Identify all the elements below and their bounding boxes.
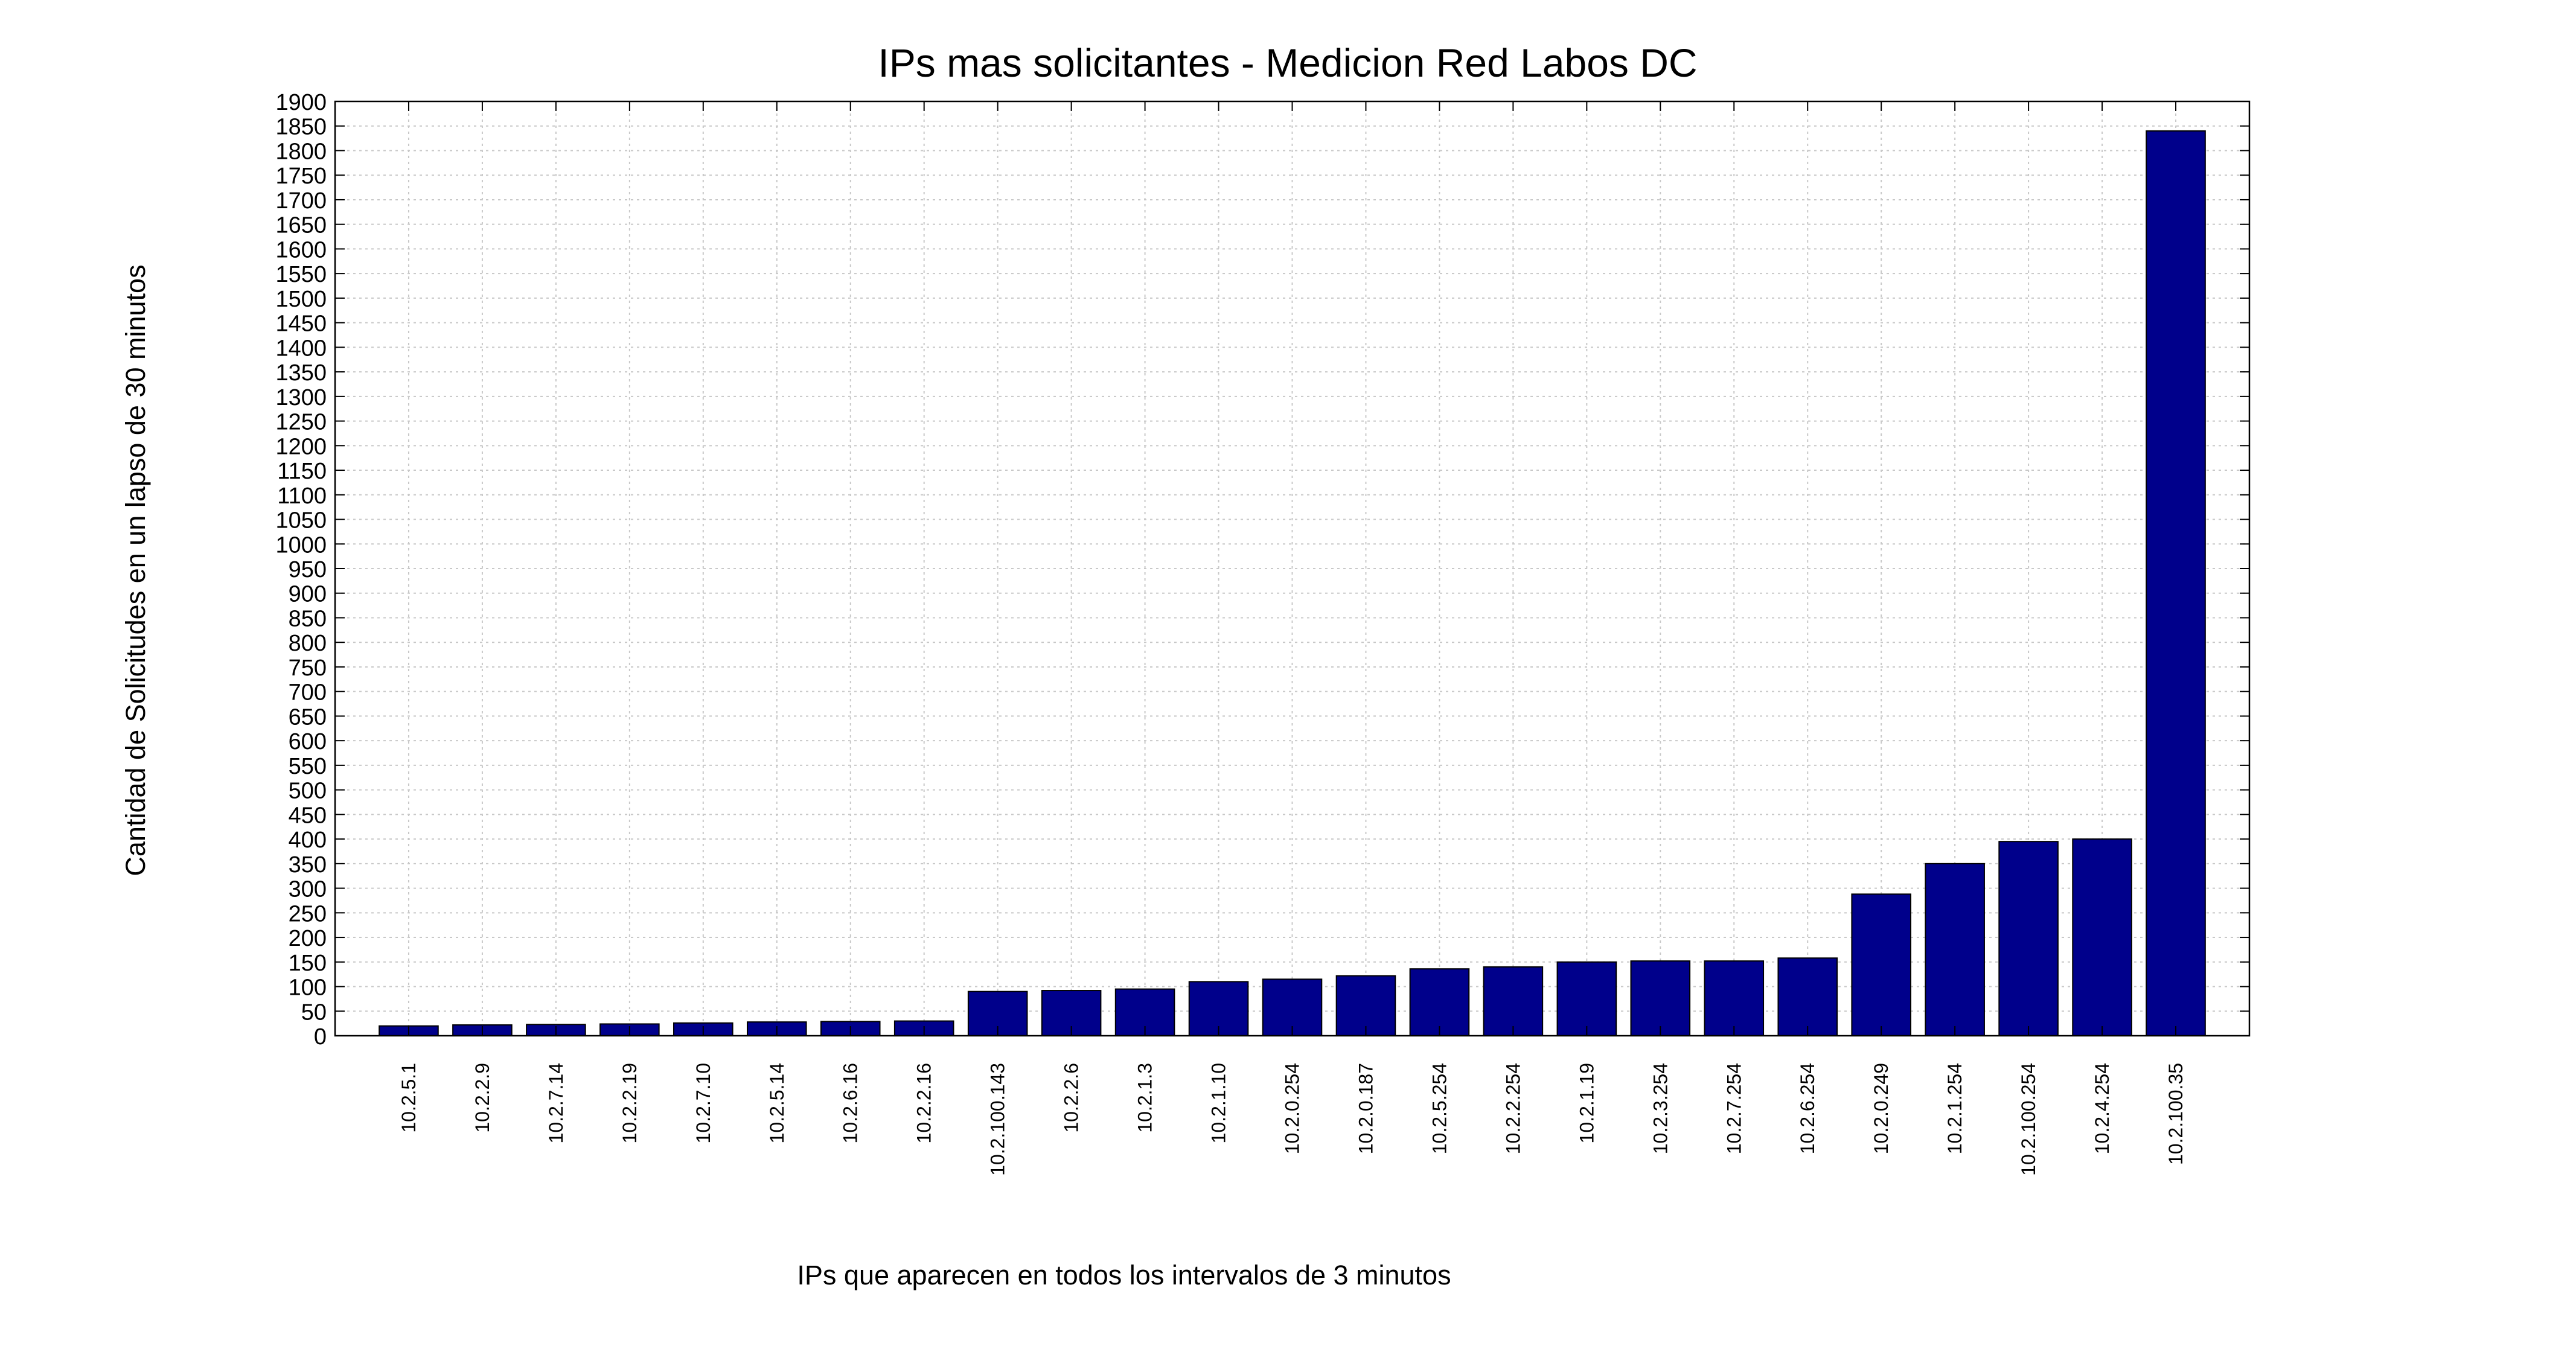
y-tick-label: 1050: [275, 508, 327, 534]
x-tick-label: 10.2.0.187: [1355, 1063, 1376, 1154]
y-tick-label: 1650: [275, 213, 327, 238]
x-tick-label: 10.2.1.254: [1944, 1063, 1966, 1154]
y-tick-label: 850: [289, 606, 327, 631]
y-tick-label: 1850: [275, 115, 327, 140]
bar-10-2-100-35: [2146, 130, 2206, 1037]
x-tick-label: 10.2.2.6: [1061, 1063, 1082, 1133]
y-tick-label: 450: [289, 803, 327, 828]
x-tick-label: 10.2.7.14: [545, 1063, 567, 1143]
x-tick-label: 10.2.3.254: [1649, 1063, 1671, 1154]
x-tick-label: 10.2.2.254: [1502, 1063, 1524, 1154]
y-tick-labels: 0501001502002503003504004505005506006507…: [275, 90, 327, 1050]
x-tick-label: 10.2.0.254: [1282, 1063, 1303, 1154]
x-tick-label: 10.2.1.3: [1134, 1063, 1156, 1133]
x-tick-label: 10.2.100.35: [2165, 1063, 2187, 1165]
y-tick-label: 1550: [275, 262, 327, 287]
x-tick-label: 10.2.1.10: [1208, 1063, 1230, 1143]
bar-10-2-6-254: [1777, 957, 1838, 1037]
bar-10-2-7-254: [1704, 960, 1765, 1037]
bar-10-2-1-19: [1556, 961, 1617, 1036]
y-tick-label: 900: [289, 582, 327, 607]
bar-10-2-3-254: [1630, 960, 1691, 1037]
y-tick-label: 1200: [275, 434, 327, 459]
x-tick-label: 10.2.6.16: [840, 1063, 861, 1143]
x-tick-label: 10.2.1.19: [1576, 1063, 1597, 1143]
axes: [334, 100, 2251, 1037]
x-tick-label: 10.2.5.14: [766, 1063, 788, 1143]
y-tick-label: 600: [289, 729, 327, 754]
y-tick-label: 500: [289, 779, 327, 804]
y-tick-label: 250: [289, 901, 327, 927]
y-tick-label: 1600: [275, 237, 327, 263]
y-tick-label: 700: [289, 680, 327, 706]
x-tick-label: 10.2.0.249: [1870, 1063, 1892, 1154]
x-axis-label: IPs que aparecen en todos los intervalos…: [797, 1260, 1451, 1290]
y-tick-label: 200: [289, 926, 327, 951]
y-tick-label: 0: [314, 1024, 327, 1050]
x-tick-label: 10.2.7.10: [692, 1063, 714, 1143]
x-tick-label: 10.2.5.254: [1428, 1063, 1450, 1154]
y-tick-label: 1350: [275, 360, 327, 386]
y-tick-label: 650: [289, 704, 327, 730]
x-tick-label: 10.2.2.9: [471, 1063, 493, 1133]
y-tick-label: 1750: [275, 164, 327, 189]
y-tick-label: 550: [289, 754, 327, 779]
y-tick-label: 1800: [275, 139, 327, 164]
bar-10-2-100-254: [1998, 841, 2059, 1036]
y-axis-label: Cantidad de Solicitudes en un lapso de 3…: [120, 264, 151, 876]
bar-10-2-0-187: [1335, 975, 1396, 1036]
bar-10-2-2-254: [1483, 966, 1544, 1037]
y-tick-label: 1250: [275, 410, 327, 435]
y-tick-label: 1100: [277, 483, 327, 509]
x-tick-label: 10.2.2.16: [913, 1063, 935, 1143]
y-tick-label: 350: [289, 852, 327, 878]
y-tick-label: 1150: [277, 459, 327, 484]
y-tick-label: 1900: [275, 90, 327, 115]
y-tick-label: 950: [289, 557, 327, 582]
bar-10-2-4-254: [2072, 838, 2132, 1036]
y-tick-label: 1000: [275, 532, 327, 558]
x-tick-label: 10.2.100.143: [987, 1063, 1009, 1176]
y-tick-label: 1700: [275, 188, 327, 214]
y-tick-label: 1400: [275, 336, 327, 361]
y-tick-label: 100: [289, 975, 327, 1001]
y-tick-label: 300: [289, 877, 327, 902]
bar-10-2-0-249: [1851, 893, 1911, 1037]
chart-title: IPs mas solicitantes - Medicion Red Labo…: [878, 40, 1697, 85]
y-tick-label: 1500: [275, 287, 327, 312]
bars: [379, 130, 2206, 1037]
y-tick-label: 1300: [275, 385, 327, 410]
x-tick-label: 10.2.4.254: [2091, 1063, 2113, 1154]
x-tick-label: 10.2.100.254: [2018, 1063, 2039, 1176]
y-tick-label: 400: [289, 828, 327, 853]
x-tick-label: 10.2.2.19: [619, 1063, 641, 1143]
y-tick-label: 150: [289, 951, 327, 976]
x-tick-label: 10.2.6.254: [1797, 1063, 1818, 1154]
bar-10-2-5-254: [1409, 968, 1470, 1037]
y-tick-label: 800: [289, 631, 327, 656]
x-tick-labels: 10.2.5.1 10.2.2.9 10.2.7.14 10.2.2.19 10.2.7…: [398, 1063, 2187, 1176]
x-tick-label: 10.2.5.1: [398, 1063, 420, 1133]
y-tick-label: 1450: [275, 311, 327, 337]
y-tick-label: 750: [289, 655, 327, 681]
bar-10-2-1-254: [1925, 863, 1985, 1037]
x-tick-label: 10.2.7.254: [1723, 1063, 1745, 1154]
y-tick-label: 50: [301, 1000, 327, 1025]
